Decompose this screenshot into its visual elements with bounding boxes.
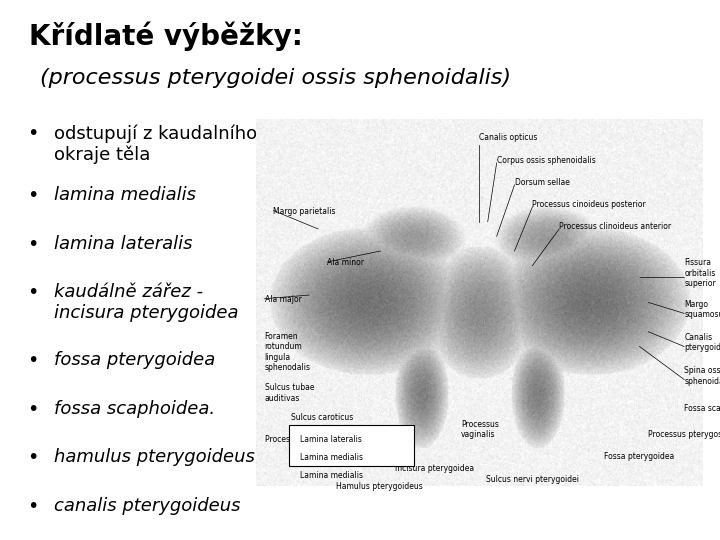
Text: Canalis opticus: Canalis opticus (479, 133, 537, 143)
Text: •: • (27, 235, 38, 254)
Text: Processus cinoideus posterior: Processus cinoideus posterior (532, 200, 646, 208)
Text: (processus pterygoidei ossis sphenoidalis): (processus pterygoidei ossis sphenoidali… (40, 68, 510, 87)
Text: •: • (27, 497, 38, 516)
Text: Ala major: Ala major (264, 295, 302, 304)
Text: fossa scaphoidea.: fossa scaphoidea. (54, 400, 215, 417)
Text: Canalis
pterygoideus: Canalis pterygoideus (684, 333, 720, 353)
Text: Incisura pterygoidea: Incisura pterygoidea (395, 464, 474, 473)
Text: •: • (27, 124, 38, 143)
Text: Lamina medialis: Lamina medialis (300, 471, 364, 480)
Text: hamulus pterygoideus: hamulus pterygoideus (54, 448, 255, 466)
Text: Křídlaté výběžky:: Křídlaté výběžky: (29, 22, 302, 51)
Text: Corpus ossis sphenoidalis: Corpus ossis sphenoidalis (497, 156, 595, 165)
Text: •: • (27, 186, 38, 205)
Text: Processus clinoideus anterior: Processus clinoideus anterior (559, 221, 671, 231)
Text: Sulcus tubae
auditivas: Sulcus tubae auditivas (264, 383, 314, 403)
Text: Margo parietalis: Margo parietalis (274, 207, 336, 216)
Text: Sulcus nervi pterygoidei: Sulcus nervi pterygoidei (486, 475, 579, 484)
Text: Lamina lateralis: Lamina lateralis (300, 457, 362, 465)
Text: Processus pterygoideus: Processus pterygoideus (264, 435, 355, 443)
Text: Ala minor: Ala minor (327, 258, 364, 267)
Text: fossa pterygoidea: fossa pterygoidea (54, 351, 215, 369)
Text: Foramen
rotundum
lingula
sphenodalis: Foramen rotundum lingula sphenodalis (264, 332, 310, 372)
Text: Dorsum sellae: Dorsum sellae (515, 178, 570, 186)
Text: Fossa pterygoidea: Fossa pterygoidea (604, 452, 674, 461)
Text: Margo
squamosus: Margo squamosus (684, 300, 720, 320)
Text: Fossa scaphoidea: Fossa scaphoidea (684, 404, 720, 414)
Text: lamina medialis: lamina medialis (54, 186, 196, 204)
Text: Spina ossis
sphenoidalis: Spina ossis sphenoidalis (684, 366, 720, 386)
Text: kaudálně zářez -
incisura pterygoidea: kaudálně zářez - incisura pterygoidea (54, 284, 238, 322)
Text: Hamulus pterygoideus: Hamulus pterygoideus (336, 482, 423, 491)
Text: •: • (27, 448, 38, 467)
Text: canalis pterygoideus: canalis pterygoideus (54, 497, 240, 515)
Text: odstupují z kaudalního
okraje těla: odstupují z kaudalního okraje těla (54, 124, 257, 164)
Text: •: • (27, 351, 38, 370)
Text: •: • (27, 400, 38, 419)
Text: Lamina lateralis: Lamina lateralis (300, 435, 362, 443)
Text: Processus
vaginalis: Processus vaginalis (461, 420, 499, 440)
Text: lamina lateralis: lamina lateralis (54, 235, 192, 253)
Text: Processus pterygospinosus: Processus pterygospinosus (649, 430, 720, 439)
Text: Fissura
orbitalis
superior: Fissura orbitalis superior (684, 258, 716, 288)
Text: Lamina medialis: Lamina medialis (300, 453, 364, 462)
Text: •: • (27, 284, 38, 302)
FancyBboxPatch shape (289, 426, 414, 466)
Text: Sulcus caroticus: Sulcus caroticus (292, 413, 354, 422)
